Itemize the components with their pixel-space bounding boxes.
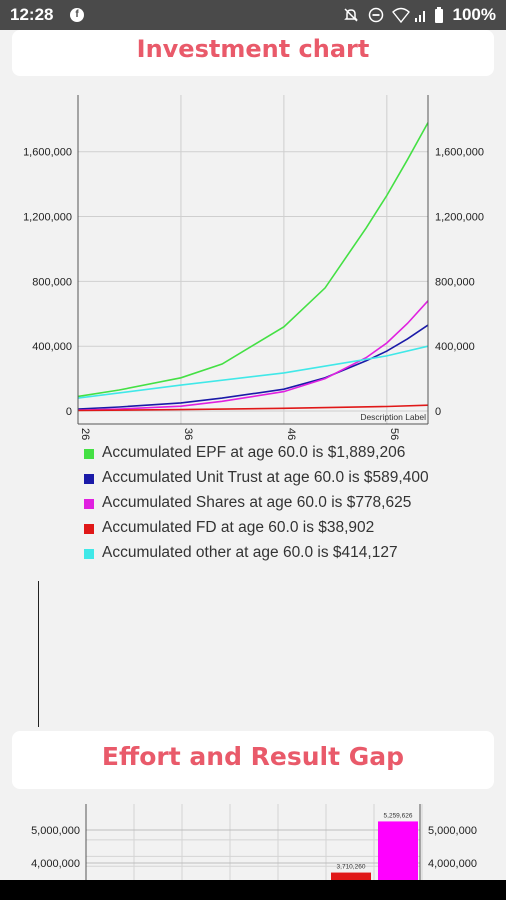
investment-line-chart: 0 0 400,000 400,000 800,000 800,000 1,200,000 1… <box>23 95 484 440</box>
y-tick-label-right: 1,200,000 <box>435 212 484 224</box>
description-label: Description Label <box>360 412 426 422</box>
y-tick-label-left: 0 <box>66 406 72 418</box>
bar <box>331 872 371 880</box>
legend-label: Accumulated FD at age 60.0 is $38,902 <box>102 519 375 536</box>
y-tick-label-left: 1,200,000 <box>23 212 72 224</box>
legend-swatch <box>84 549 94 559</box>
legend-swatch <box>84 449 94 459</box>
chart-cursor-line <box>38 581 39 727</box>
investment-chart-header: Investment chart <box>12 30 494 76</box>
legend-label: Accumulated EPF at age 60.0 is $1,889,20… <box>102 444 406 461</box>
effort-gap-header: Effort and Result Gap <box>12 731 494 789</box>
legend-label: Accumulated Shares at age 60.0 is $778,6… <box>102 494 412 511</box>
series-line-fd <box>77 404 429 412</box>
y-tick-label-right: 4,000,000 <box>428 858 477 870</box>
do-not-disturb-icon <box>368 7 384 23</box>
y-tick-label-right: 400,000 <box>435 341 475 353</box>
legend-label: Accumulated other at age 60.0 is $414,12… <box>102 544 398 561</box>
battery-percent: 100% <box>452 5 496 24</box>
bar-value-label: 3,710,260 <box>337 864 366 871</box>
legend-label: Accumulated Unit Trust at age 60.0 is $5… <box>102 469 429 486</box>
y-tick-label-left: 1,600,000 <box>23 147 72 159</box>
legend-swatch <box>84 524 94 534</box>
battery-icon <box>435 7 443 23</box>
series-line-epf <box>77 122 429 398</box>
y-tick-label-right: 5,000,000 <box>428 825 477 837</box>
y-tick-label-right: 0 <box>435 406 441 418</box>
wifi-icon <box>392 7 410 23</box>
app-notification-icon: f <box>70 8 84 22</box>
status-time: 12:28 <box>10 5 54 24</box>
bar-value-label: 5,259,626 <box>384 812 413 819</box>
effort-gap-title: Effort and Result Gap <box>101 742 405 771</box>
y-tick-label-left: 4,000,000 <box>31 858 80 870</box>
x-tick-label: 46 <box>285 428 297 440</box>
series-line-unit-trust <box>77 324 429 410</box>
series-line-shares <box>77 300 429 411</box>
bar <box>378 821 418 880</box>
signal-icon <box>415 11 425 22</box>
effort-result-bar-chart: 3,710,260 5,259,626 4,000,000 4,000,000 5,0… <box>31 804 477 880</box>
legend-swatch <box>84 474 94 484</box>
y-tick-label-right: 800,000 <box>435 276 475 288</box>
y-tick-label-left: 800,000 <box>32 276 72 288</box>
status-bar: 12:28 f 100% <box>0 0 506 30</box>
system-navigation-bar <box>0 880 506 900</box>
series-line-other <box>77 345 429 399</box>
x-tick-label: 56 <box>388 428 400 440</box>
x-tick-label: 26 <box>79 428 91 440</box>
muted-bell-icon <box>344 8 358 22</box>
investment-chart-title: Investment chart <box>136 35 370 63</box>
y-tick-label-left: 5,000,000 <box>31 825 80 837</box>
y-tick-label-left: 400,000 <box>32 341 72 353</box>
y-tick-label-right: 1,600,000 <box>435 147 484 159</box>
x-tick-label: 36 <box>182 428 194 440</box>
legend-swatch <box>84 499 94 509</box>
